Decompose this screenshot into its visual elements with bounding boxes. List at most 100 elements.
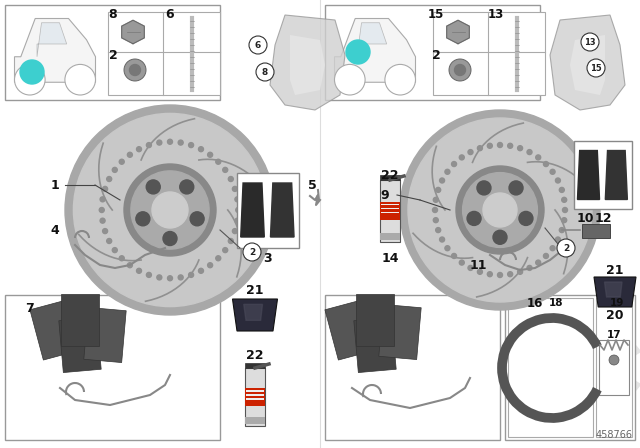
Circle shape (543, 254, 548, 258)
Circle shape (519, 211, 533, 225)
Circle shape (460, 260, 464, 265)
Polygon shape (605, 151, 627, 199)
Circle shape (536, 155, 541, 160)
Circle shape (562, 197, 566, 202)
Circle shape (168, 276, 173, 281)
Circle shape (493, 230, 507, 244)
Bar (582, 224, 610, 238)
Text: 6: 6 (255, 40, 261, 49)
Circle shape (562, 218, 566, 223)
Polygon shape (15, 18, 95, 82)
Bar (380, 175, 400, 180)
Bar (596, 298, 632, 437)
Circle shape (112, 168, 117, 172)
Text: 21: 21 (606, 263, 624, 276)
Circle shape (207, 263, 212, 268)
Circle shape (127, 152, 132, 157)
Circle shape (468, 150, 473, 155)
Text: 22: 22 (381, 168, 399, 181)
Text: 2: 2 (249, 247, 255, 257)
Circle shape (15, 65, 45, 95)
Polygon shape (357, 23, 387, 57)
Circle shape (100, 218, 105, 223)
Circle shape (433, 197, 438, 202)
Circle shape (157, 275, 162, 280)
Text: 18: 18 (548, 298, 563, 308)
Text: 11: 11 (469, 258, 487, 271)
Bar (325, 5, 540, 100)
Text: 14: 14 (381, 251, 399, 264)
Circle shape (119, 159, 124, 164)
Bar (325, 295, 500, 440)
Circle shape (440, 237, 445, 242)
Polygon shape (354, 318, 396, 373)
Circle shape (556, 178, 561, 183)
Circle shape (440, 178, 445, 183)
Circle shape (452, 254, 456, 258)
Circle shape (527, 150, 532, 155)
Polygon shape (37, 23, 67, 57)
Circle shape (131, 171, 209, 249)
Polygon shape (61, 294, 99, 346)
Circle shape (559, 187, 564, 192)
Circle shape (147, 272, 152, 277)
Circle shape (468, 265, 473, 271)
Circle shape (559, 228, 564, 233)
Polygon shape (271, 183, 294, 237)
Circle shape (527, 265, 532, 271)
Polygon shape (232, 299, 278, 331)
Circle shape (136, 268, 141, 273)
Bar (237, 172, 299, 247)
Circle shape (477, 181, 491, 195)
Circle shape (550, 246, 555, 251)
Text: 2: 2 (431, 48, 440, 61)
Circle shape (189, 272, 193, 277)
Polygon shape (325, 300, 375, 360)
Text: 15: 15 (590, 64, 602, 73)
Circle shape (433, 218, 438, 223)
Circle shape (483, 193, 517, 227)
Circle shape (487, 143, 492, 148)
Text: 12: 12 (595, 211, 612, 224)
Circle shape (557, 239, 575, 257)
Bar (245, 368, 265, 426)
Polygon shape (594, 277, 636, 307)
Circle shape (178, 140, 183, 145)
Text: 8: 8 (262, 68, 268, 77)
Polygon shape (550, 15, 625, 110)
Text: 1: 1 (51, 178, 60, 191)
Text: 2: 2 (109, 48, 117, 61)
Bar (381, 207, 399, 209)
Circle shape (487, 271, 492, 277)
Circle shape (65, 105, 275, 315)
Polygon shape (570, 35, 605, 95)
Circle shape (232, 228, 237, 233)
Circle shape (223, 248, 228, 253)
Polygon shape (379, 305, 421, 360)
Polygon shape (577, 151, 600, 199)
Text: 3: 3 (264, 251, 272, 264)
Bar (433, 12, 545, 95)
Polygon shape (290, 35, 325, 95)
Circle shape (460, 155, 464, 160)
Circle shape (236, 207, 241, 212)
Bar (599, 340, 629, 395)
Text: 20: 20 (606, 309, 624, 322)
Text: 2: 2 (563, 244, 569, 253)
Bar (380, 180, 400, 242)
Text: 4: 4 (51, 224, 60, 237)
Circle shape (563, 207, 568, 212)
Text: 5: 5 (308, 178, 316, 191)
Circle shape (168, 139, 173, 144)
Circle shape (497, 272, 502, 277)
Circle shape (198, 146, 204, 152)
Circle shape (436, 187, 441, 192)
Bar (505, 295, 635, 440)
Circle shape (198, 268, 204, 273)
Circle shape (456, 166, 544, 254)
Bar (246, 394, 264, 396)
Circle shape (243, 243, 261, 261)
Circle shape (99, 207, 104, 212)
Bar (108, 12, 220, 95)
Text: 21: 21 (246, 284, 264, 297)
